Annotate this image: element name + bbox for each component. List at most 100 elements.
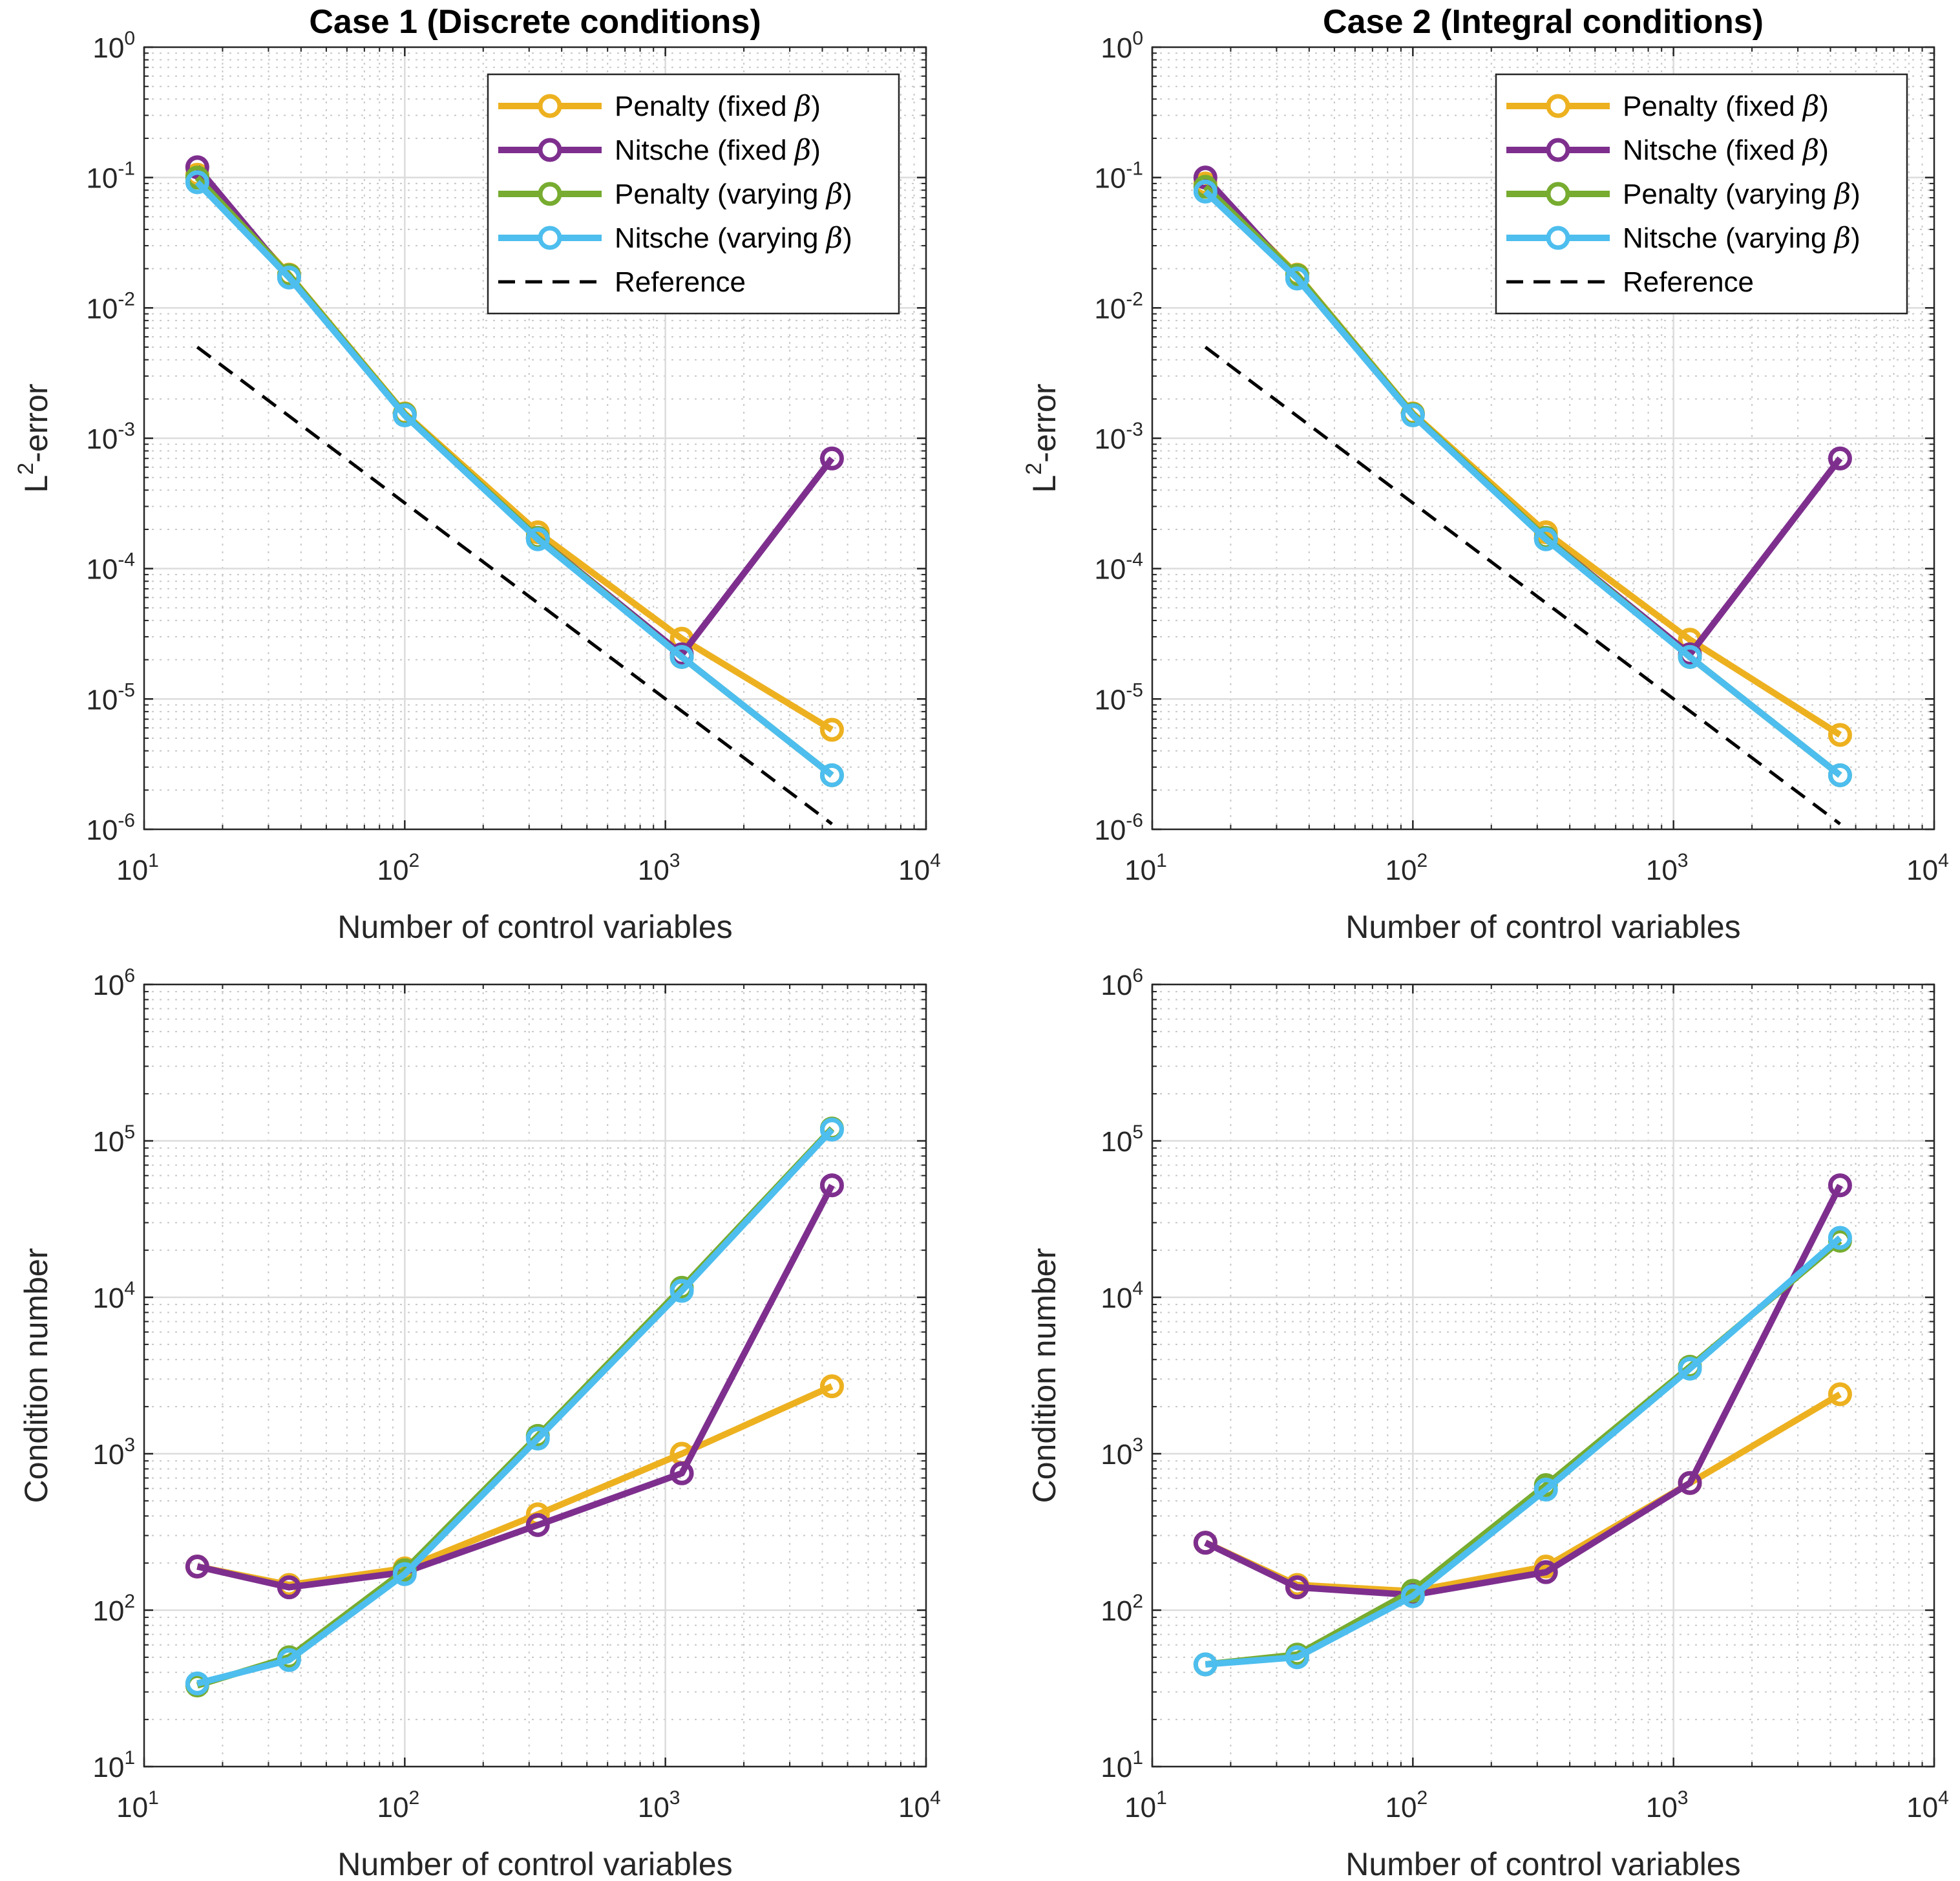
x-tick-exponent: 2	[408, 1787, 419, 1809]
legend-item: Reference	[1506, 266, 1754, 298]
y-tick-exponent: 3	[124, 1434, 135, 1456]
legend-label-text: Penalty (varying	[615, 178, 827, 210]
legend-label-text: Nitsche (varying	[615, 222, 827, 254]
legend-item: Nitsche (varying β)	[498, 222, 852, 255]
data-point	[185, 1671, 209, 1695]
legend-beta-symbol: β	[825, 178, 843, 211]
legend-label: Penalty (varying β)	[615, 178, 852, 211]
x-tick-label: 104	[1906, 850, 1949, 886]
y-tick-exponent: -6	[1126, 810, 1143, 831]
legend-label-close: )	[843, 222, 852, 254]
data-point	[1828, 446, 1852, 471]
data-point	[1828, 1382, 1852, 1407]
y-tick-label: 106	[1101, 965, 1143, 1001]
y-tick-base: 10	[92, 1282, 124, 1314]
series-line	[1203, 189, 1842, 778]
data-point	[1828, 763, 1852, 787]
y-tick-exponent: 0	[124, 28, 135, 49]
legend-label: Nitsche (varying β)	[615, 222, 852, 255]
y-axis-label: L2-error	[1022, 384, 1062, 493]
axes-box	[1151, 983, 1935, 1768]
y-tick-exponent: 2	[124, 1591, 135, 1612]
data-point	[185, 155, 209, 180]
series-nitsche-varying	[1193, 179, 1852, 787]
x-tick-exponent: 3	[669, 1787, 680, 1809]
data-point	[525, 527, 550, 551]
y-tick-base: 10	[92, 1126, 124, 1158]
series-line	[1205, 1235, 1842, 1668]
x-axis-label: Number of control variables	[1345, 909, 1740, 945]
legend-beta-symbol: β	[825, 222, 843, 255]
legend-label-close: )	[1819, 90, 1829, 122]
legend-label-text: Penalty (fixed	[615, 90, 795, 122]
y-label-rest: -error	[18, 384, 54, 463]
plot-area	[1193, 1173, 1852, 1677]
data-point	[185, 170, 209, 195]
y-axis-label: L2-error	[14, 384, 54, 493]
x-tick-base: 10	[1646, 855, 1678, 886]
y-tick-label: 10-4	[86, 549, 135, 586]
y-tick-exponent: -6	[118, 810, 135, 831]
data-point	[669, 1461, 694, 1485]
y-tick-exponent: 6	[124, 965, 135, 986]
y-axis-label: Condition number	[18, 1248, 54, 1504]
x-tick-label: 103	[1646, 1787, 1689, 1823]
legend-label-text: Reference	[615, 266, 746, 298]
reference-line	[196, 346, 833, 825]
x-tick-base: 10	[1386, 1792, 1417, 1823]
legend-swatch-marker	[538, 226, 562, 250]
y-tick-label: 103	[92, 1434, 135, 1471]
x-tick-base: 10	[638, 855, 669, 886]
data-point	[819, 1173, 844, 1198]
y-tick-exponent: -3	[118, 419, 135, 440]
y-tick-exponent: -2	[1126, 288, 1143, 310]
legend: Penalty (fixed β)Nitsche (fixed β)Penalt…	[487, 73, 900, 315]
data-point	[1533, 1477, 1558, 1502]
y-tick-exponent: -4	[1126, 549, 1143, 571]
data-point	[392, 1562, 417, 1586]
legend-label: Reference	[1623, 266, 1754, 298]
x-tick-label: 104	[1906, 1787, 1949, 1823]
data-point	[819, 446, 844, 471]
y-tick-exponent: 1	[124, 1747, 135, 1769]
y-tick-base: 10	[86, 554, 118, 586]
data-point	[277, 1648, 301, 1672]
y-label-base: L	[1026, 475, 1062, 493]
x-tick-exponent: 3	[1678, 850, 1689, 871]
y-tick-base: 10	[1101, 1439, 1132, 1471]
data-point	[277, 265, 301, 290]
legend-swatch-marker	[538, 138, 562, 162]
x-tick-label: 104	[898, 850, 941, 886]
y-tick-label: 10-2	[1094, 288, 1143, 324]
legend-beta-symbol: β	[794, 134, 811, 167]
y-tick-base: 10	[92, 970, 124, 1001]
y-tick-exponent: -5	[1126, 679, 1143, 701]
x-tick-label: 101	[116, 1787, 159, 1823]
x-tick-label: 101	[116, 850, 159, 886]
x-tick-label: 101	[1124, 1787, 1167, 1823]
data-point	[1678, 644, 1702, 669]
x-tick-exponent: 3	[669, 850, 680, 871]
x-tick-base: 10	[898, 1792, 930, 1823]
y-tick-label: 10-6	[1094, 810, 1143, 846]
x-tick-exponent: 4	[930, 1787, 941, 1809]
series-reference	[196, 346, 833, 825]
y-tick-base: 10	[1101, 1126, 1132, 1158]
y-tick-exponent: 5	[124, 1121, 135, 1143]
data-point	[1400, 403, 1425, 427]
x-tick-label: 103	[638, 850, 680, 886]
series-line	[196, 1127, 835, 1687]
tick-marks	[1151, 983, 1935, 1768]
data-point	[669, 1279, 694, 1303]
y-tick-exponent: -2	[118, 288, 135, 310]
data-point	[185, 1555, 209, 1579]
reference-line	[1204, 346, 1841, 825]
legend-swatch-marker	[538, 94, 562, 118]
y-tick-label: 10-1	[1094, 158, 1143, 195]
x-tick-exponent: 3	[1678, 1787, 1689, 1809]
legend-item: Penalty (varying β)	[498, 178, 852, 211]
legend-label-close: )	[843, 178, 852, 210]
legend-label-close: )	[1851, 178, 1860, 210]
x-tick-exponent: 2	[408, 850, 419, 871]
